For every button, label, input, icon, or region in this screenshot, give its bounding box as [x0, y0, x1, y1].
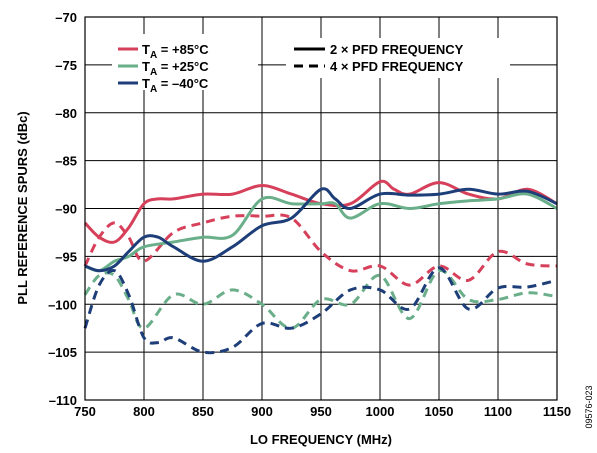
x-tick-label: 900 [251, 404, 273, 419]
x-tick-label: 850 [192, 404, 214, 419]
y-tick-label: –90 [55, 202, 77, 217]
y-tick-label: –85 [55, 154, 77, 169]
series-line-4x-pfd-+85C [83, 213, 558, 287]
legend-temperature-box [112, 34, 258, 90]
x-tick-label: 1100 [484, 404, 512, 419]
y-tick-label: –105 [48, 345, 77, 360]
tick-labels: 750 800 850 900 950 1000 1050 1100 1150 –70 –75 –80… [48, 10, 571, 419]
x-tick-label: 750 [74, 404, 96, 419]
x-tick-label: 1050 [425, 404, 454, 419]
x-tick-label: 1150 [543, 404, 571, 419]
plot-frame [84, 16, 558, 401]
legend-style-box [286, 38, 510, 78]
legend: TA = +85°CTA = +25°CTA = –40°C 2 × PFD FR… [112, 34, 510, 95]
y-axis-title: PLL REFERENCE SPURS (dBc) [15, 111, 30, 304]
y-tick-label: –100 [48, 297, 77, 312]
x-axis-title: LO FREQUENCY (MHz) [250, 432, 392, 447]
y-tick-label: –80 [55, 106, 77, 121]
series-line-4x-pfd-+25C [83, 269, 558, 330]
legend-temperature-label: TA = +25°C [142, 59, 209, 78]
legend-style-label: 4 × PFD FREQUENCY [330, 59, 464, 74]
legend-temperature-label: TA = +85°C [142, 42, 209, 61]
series-line-4x-pfd-40C [83, 266, 558, 355]
legend-temperature-label: TA = –40°C [142, 76, 209, 95]
x-tick-label: 800 [133, 404, 155, 419]
series-line-2x-pfd-40C [84, 187, 558, 273]
y-tick-label: –110 [49, 393, 77, 408]
x-tick-label: 1000 [366, 404, 395, 419]
y-tick-label: –95 [55, 249, 77, 264]
x-tick-label: 950 [310, 404, 332, 419]
y-tick-label: –75 [55, 58, 77, 73]
y-tick-label: –70 [55, 10, 77, 25]
legend-style-label: 2 × PFD FREQUENCY [330, 42, 464, 57]
data-series [83, 179, 558, 355]
figure-id: 09576-023 [584, 385, 594, 428]
